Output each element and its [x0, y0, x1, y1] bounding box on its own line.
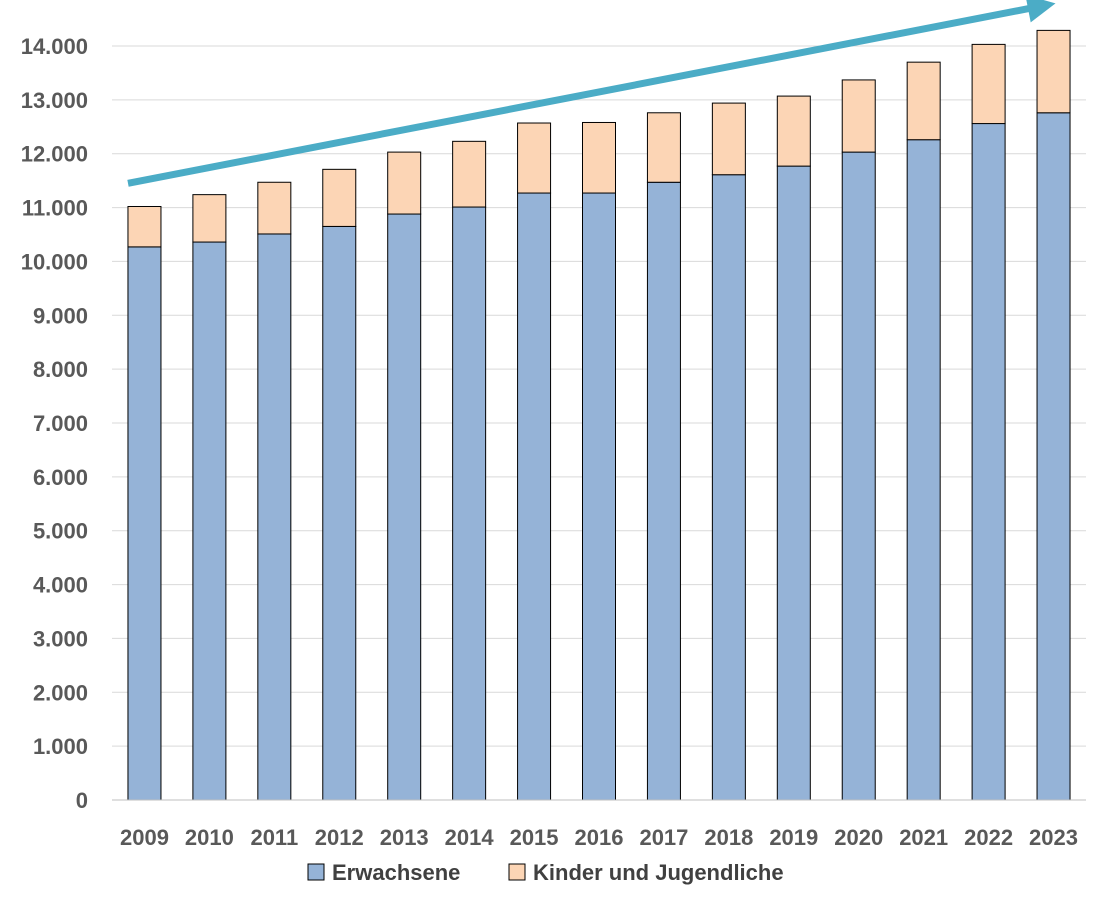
- trend-arrow-head: [1026, 0, 1056, 23]
- bar-erwachsene-2010: [192, 241, 227, 801]
- bar-kinder-und-jugendliche-2016: [582, 121, 616, 194]
- bar-erwachsene-2012: [322, 225, 357, 801]
- bar-erwachsene-2013: [387, 213, 422, 801]
- y-tick-label: 7.000: [33, 411, 88, 436]
- x-tick-label-2020: 2020: [834, 825, 883, 850]
- y-tick-label: 8.000: [33, 357, 88, 382]
- legend-swatch-erwachsene: [307, 863, 325, 881]
- y-tick-label: 1.000: [33, 734, 88, 759]
- x-tick-label-2012: 2012: [315, 825, 364, 850]
- bar-kinder-und-jugendliche-2012: [322, 168, 357, 227]
- y-axis-tick-labels: 0 1.000 2.000 3.000 4.000 5.000 6.000 7.000 8.00…: [21, 34, 88, 813]
- bar-erwachsene-2023: [1036, 112, 1071, 801]
- y-tick-label: 9.000: [33, 303, 88, 328]
- x-tick-label-2011: 2011: [250, 825, 298, 850]
- x-tick-label-2015: 2015: [510, 825, 559, 850]
- bar-kinder-und-jugendliche-2009: [127, 205, 162, 248]
- x-tick-label-2018: 2018: [704, 825, 753, 850]
- bar-erwachsene-2014: [452, 206, 487, 801]
- bar-kinder-und-jugendliche-2017: [646, 112, 681, 183]
- x-tick-label-2009: 2009: [120, 825, 169, 850]
- x-tick-label-2022: 2022: [964, 825, 1013, 850]
- x-tick-label-2017: 2017: [639, 825, 688, 850]
- x-tick-label-2013: 2013: [380, 825, 429, 850]
- bar-kinder-und-jugendliche-2020: [841, 79, 876, 153]
- bar-kinder-und-jugendliche-2019: [776, 95, 811, 167]
- bar-erwachsene-2020: [841, 151, 876, 801]
- bar-erwachsene-2011: [257, 233, 292, 801]
- y-tick-label: 0: [76, 788, 88, 813]
- bar-kinder-und-jugendliche-2014: [452, 140, 487, 208]
- x-tick-label-2019: 2019: [769, 825, 818, 850]
- legend-label-kinder-und-jugendliche: Kinder und Jugendliche: [533, 860, 784, 885]
- x-tick-label-2010: 2010: [185, 825, 234, 850]
- bar-erwachsene-2016: [582, 192, 616, 801]
- y-tick-label: 12.000: [21, 142, 88, 167]
- trend-arrow-shaft: [127, 4, 1031, 187]
- x-tick-label-2021: 2021: [899, 825, 948, 850]
- bar-erwachsene-2018: [711, 174, 746, 801]
- y-tick-label: 14.000: [21, 34, 88, 59]
- bar-erwachsene-2022: [971, 123, 1006, 801]
- bar-kinder-und-jugendliche-2015: [517, 122, 552, 194]
- bar-erwachsene-2017: [646, 181, 681, 801]
- trend-arrow-annotation: [127, 0, 1056, 187]
- legend-label-erwachsene: Erwachsene: [332, 860, 460, 885]
- legend: Erwachsene Kinder und Jugendliche: [307, 860, 784, 885]
- legend-swatch-kinder-und-jugendliche: [508, 863, 526, 881]
- bar-kinder-und-jugendliche-2022: [971, 43, 1006, 125]
- x-tick-label-2016: 2016: [575, 825, 624, 850]
- bar-kinder-und-jugendliche-2018: [711, 102, 746, 176]
- bar-kinder-und-jugendliche-2023: [1036, 29, 1071, 114]
- y-tick-label: 5.000: [33, 519, 88, 544]
- bars: [127, 29, 1071, 801]
- bar-erwachsene-2019: [776, 165, 811, 801]
- y-tick-label: 4.000: [33, 573, 88, 598]
- y-tick-label: 6.000: [33, 465, 88, 490]
- y-tick-label: 11.000: [22, 196, 88, 221]
- bar-kinder-und-jugendliche-2010: [192, 194, 227, 243]
- x-tick-label-2014: 2014: [445, 825, 495, 850]
- y-tick-label: 13.000: [21, 88, 88, 113]
- x-tick-label-2023: 2023: [1029, 825, 1078, 850]
- bar-erwachsene-2015: [517, 192, 552, 801]
- bar-kinder-und-jugendliche-2021: [906, 61, 941, 141]
- bar-erwachsene-2009: [127, 246, 162, 801]
- y-tick-label: 3.000: [33, 626, 88, 651]
- y-tick-label: 2.000: [33, 680, 88, 705]
- y-tick-label: 10.000: [21, 249, 88, 274]
- x-axis-tick-labels: 2009 2010 2011 2012 2013 2014 2015 2016 2017 2018…: [120, 825, 1078, 850]
- bar-kinder-und-jugendliche-2011: [257, 181, 292, 235]
- bar-erwachsene-2021: [906, 139, 941, 801]
- bar-kinder-und-jugendliche-2013: [387, 151, 422, 215]
